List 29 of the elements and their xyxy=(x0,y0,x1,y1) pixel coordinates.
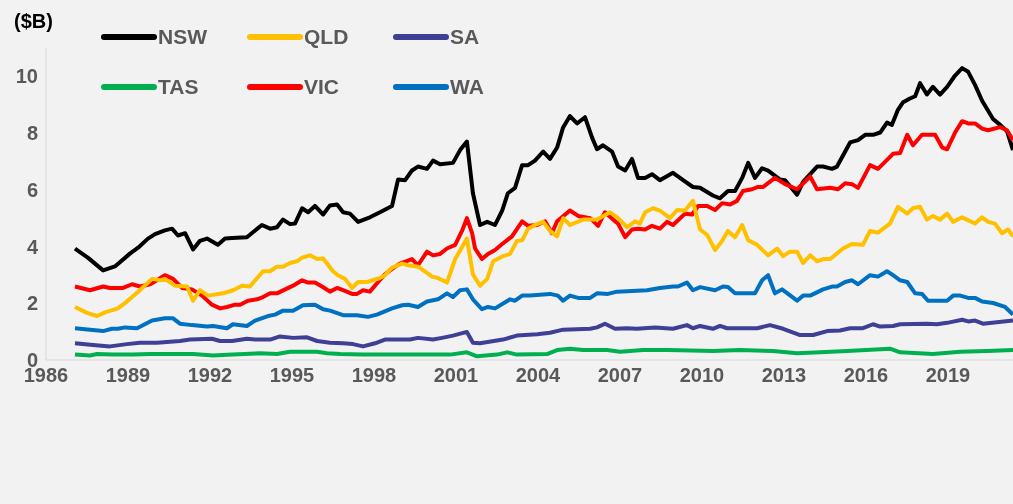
line-series xyxy=(72,346,1013,359)
line-series xyxy=(72,317,1013,349)
line-series xyxy=(72,198,1013,319)
x-tick-label: 2019 xyxy=(925,364,971,387)
line-series xyxy=(72,119,1013,311)
line-series xyxy=(72,66,1013,273)
legend-label: TAS xyxy=(158,75,199,99)
x-tick-label: 2001 xyxy=(433,364,479,387)
x-tick-label: 2004 xyxy=(515,364,562,387)
x-tick-label: 2013 xyxy=(761,364,807,387)
x-tick-label: 2007 xyxy=(597,364,643,387)
x-tick-label: 1998 xyxy=(351,364,397,387)
y-tick-label: 6 xyxy=(26,178,38,201)
x-tick-label: 2016 xyxy=(843,364,889,387)
y-tick-label: 10 xyxy=(15,65,38,88)
legend-label: QLD xyxy=(304,25,349,49)
y-tick-label: 2 xyxy=(26,292,38,315)
y-axis-title: ($B) xyxy=(14,10,53,33)
x-tick-label: 1992 xyxy=(187,364,233,387)
y-tick-label: 8 xyxy=(26,122,38,145)
y-tick-label: 4 xyxy=(26,235,39,258)
legend-label: NSW xyxy=(158,25,207,49)
x-tick-label: 1989 xyxy=(105,364,151,387)
x-tick-label: 2010 xyxy=(679,364,725,387)
legend-label: WA xyxy=(450,75,484,99)
line-series xyxy=(72,269,1013,334)
legend-label: VIC xyxy=(304,75,340,99)
legend-label: SA xyxy=(450,25,480,49)
x-tick-label: 1995 xyxy=(269,364,315,387)
